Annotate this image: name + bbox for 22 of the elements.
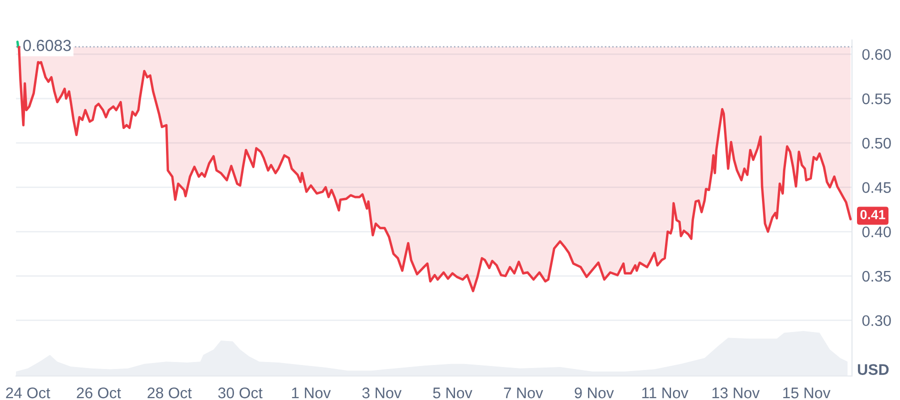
y-tick-label: 0.35 [862,270,891,282]
y-tick-label: 0.45 [862,182,891,193]
x-tick-label: 11 Nov [642,388,688,398]
x-tick-label: 15 Nov [783,388,830,398]
y-tick-label: 0.50 [862,138,891,149]
y-tick-label: 0.40 [862,226,891,238]
x-tick-label: 24 Oct [6,388,50,398]
x-tick-label: 7 Nov [504,388,544,398]
y-tick-label: 0.30 [862,315,891,326]
y-tick-label: 0.55 [862,93,891,104]
x-tick-label: 3 Nov [362,388,402,398]
x-tick-label: 9 Nov [574,388,614,398]
x-tick-label: 26 Oct [76,388,121,398]
x-tick-label: 13 Nov [712,388,760,398]
annotation: 0.41 [860,210,886,220]
x-tick-label: 1 Nov [292,388,331,398]
x-tick-label: 28 Oct [148,388,192,398]
ref-line-label: 0.6083 [23,40,71,52]
y-axis-title: USD [858,364,889,375]
x-tick-label: 5 Nov [433,388,472,398]
x-tick-label: 30 Oct [218,388,263,398]
y-tick-label: 0.60 [862,49,891,60]
